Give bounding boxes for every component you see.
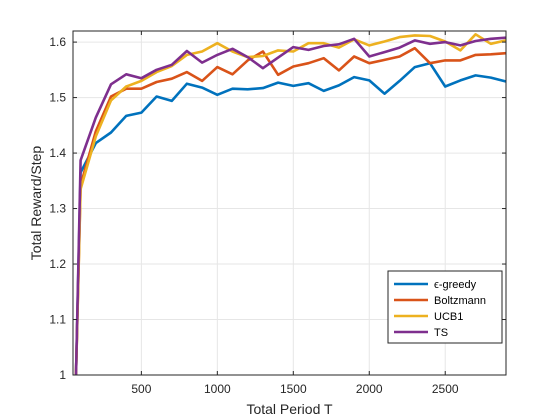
x-tick-label: 500 (131, 382, 151, 396)
x-tick-label: 1000 (204, 382, 231, 396)
y-tick-label: 1.4 (49, 146, 66, 160)
series-line-ts (74, 36, 507, 376)
y-tick-label: 1.2 (49, 257, 66, 271)
axes-box (72, 30, 507, 376)
y-tick-label: 1.5 (49, 91, 66, 105)
y-axis-title: Total Reward/Step (28, 146, 44, 261)
x-axis-title: Total Period T (246, 401, 333, 417)
y-tick-label: 1.6 (49, 35, 66, 49)
series-line-boltzmann (74, 46, 507, 376)
series-lines (74, 32, 507, 376)
y-tick-label: 1 (59, 368, 66, 382)
legend-label: UCB1 (434, 311, 463, 323)
legend-label: TS (434, 327, 448, 339)
y-tick-label: 1.1 (49, 313, 66, 327)
x-tick-label: 2500 (432, 382, 459, 396)
legend-label: Boltzmann (434, 295, 486, 307)
x-tick-label: 2000 (356, 382, 383, 396)
x-tick-label: 1500 (280, 382, 307, 396)
y-tick-label: 1.3 (49, 202, 66, 216)
legend-label: ϵ-greedy (434, 279, 477, 291)
legend: ϵ-greedy Boltzmann UCB1 TS (387, 270, 503, 344)
series-line-greedy (74, 61, 507, 376)
axis-ticks: 500 1000 1500 2000 2500 1 1.1 1.2 1.3 1.4 1.5 1.6 (49, 31, 506, 396)
